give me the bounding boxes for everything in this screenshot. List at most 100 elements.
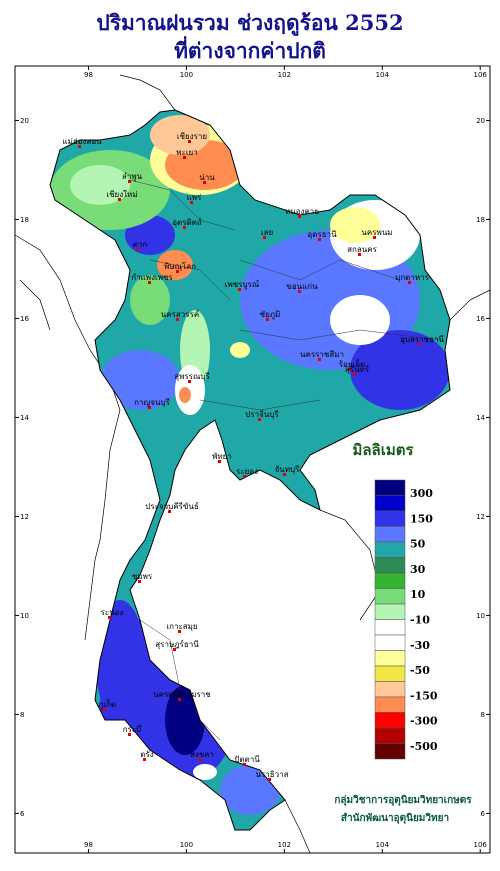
place-dot (203, 181, 206, 184)
place-dot (188, 380, 191, 383)
place-label: เพชรบูรณ์ (225, 279, 260, 290)
place-dot (108, 616, 111, 619)
place-label: นครราชสีมา (300, 350, 344, 359)
lon-tick-label: 98 (84, 841, 93, 849)
place-dot (190, 201, 193, 204)
place-label: ชัยภูมิ (260, 310, 281, 320)
legend-label: 150 (410, 512, 433, 525)
place-dot (188, 140, 191, 143)
lat-tick-label: 20 (476, 117, 485, 125)
lat-tick-label: 12 (20, 513, 29, 521)
legend-label: -300 (410, 715, 438, 728)
place-label: ร้อยเอ็ด (339, 359, 366, 369)
legend-swatch (374, 650, 406, 667)
legend-swatch (374, 619, 406, 636)
legend-swatch (374, 526, 406, 543)
legend-swatch (374, 603, 406, 620)
place-label: ชุมพร (132, 572, 153, 581)
legend-swatch (374, 541, 406, 558)
place-dot (408, 281, 411, 284)
place-dot (136, 248, 139, 251)
lon-tick-label: 102 (278, 71, 291, 79)
credit: กลุ่มวิชาการอุตุนิยมวิทยาเกษตร (334, 794, 472, 806)
legend-swatch (374, 634, 406, 651)
legend-title: มิลลิเมตร (352, 441, 414, 459)
legend-swatch (374, 510, 406, 527)
place-label: มุกดาหาร (395, 273, 430, 282)
lat-tick-label: 12 (476, 513, 485, 521)
legend-label: -30 (410, 639, 430, 652)
lon-tick-label: 102 (278, 841, 291, 849)
place-label: เลย (261, 228, 273, 237)
lat-tick-label: 6 (20, 810, 25, 818)
place-dot (148, 281, 151, 284)
place-label: สุพรรณบุรี (174, 372, 210, 381)
legend-swatch (374, 495, 406, 512)
place-label: จันทบุรี (275, 465, 301, 474)
place-label: ปัตตานี (234, 755, 260, 764)
legend-swatch (374, 572, 406, 589)
place-dot (173, 648, 176, 651)
legend-swatch (374, 557, 406, 574)
legend-label: -150 (410, 689, 438, 702)
place-label: แม่ฮ่องสอน (62, 137, 102, 146)
credit: สำนักพัฒนาอุตุนิยมวิทยา (341, 812, 449, 824)
place-dot (298, 290, 301, 293)
place-label: ขอนแก่น (286, 282, 318, 291)
place-label: ประจวบคีรีขันธ์ (145, 501, 199, 511)
place-label: กาญจนบุรี (134, 398, 170, 407)
province-borders (129, 179, 441, 741)
place-label: กำแพงเพชร (131, 273, 173, 282)
place-label: สกลนคร (347, 245, 377, 254)
legend-label: 30 (410, 563, 426, 576)
place-dot (238, 288, 241, 291)
subtitle: ที่ต่างจากค่าปกติ (174, 35, 326, 63)
place-dot (358, 253, 361, 256)
legend-swatch (374, 681, 406, 698)
lon-tick-label: 104 (376, 841, 390, 849)
place-label: อุตรดิตถ์ (172, 217, 202, 227)
legend-label: -500 (410, 740, 438, 753)
lat-tick-label: 16 (20, 315, 29, 323)
place-dot (138, 580, 141, 583)
lat-tick-label: 18 (20, 216, 29, 224)
place-label: เชียงราย (177, 132, 207, 141)
place-label: พิษณุโลก (164, 261, 196, 271)
place-label: พัทยา (212, 452, 232, 461)
place-dot (263, 236, 266, 239)
lat-tick-label: 8 (481, 711, 485, 719)
lat-tick-label: 8 (20, 711, 24, 719)
lat-tick-label: 20 (20, 117, 29, 125)
legend-label: -10 (410, 614, 430, 627)
place-label: ระนอง (101, 608, 124, 617)
legend-label: 10 (410, 588, 426, 601)
place-label: นครสวรรค์ (161, 309, 199, 319)
title: ปริมาณฝนรวม ช่วงฤดูร้อน 2552 (96, 10, 403, 37)
legend-label: -50 (410, 664, 430, 677)
place-dot (373, 236, 376, 239)
place-dot (243, 763, 246, 766)
legend-swatch (374, 665, 406, 682)
place-label: เชียงใหม่ (106, 190, 137, 199)
place-dot (353, 373, 356, 376)
lat-tick-label: 18 (476, 216, 485, 224)
place-dot (118, 198, 121, 201)
place-dot (298, 215, 301, 218)
place-label: กระบี่ (123, 723, 142, 734)
place-label: อุดรธานี (307, 230, 337, 239)
place-label: สุรินทร์ (345, 364, 370, 374)
lat-tick-label: 14 (476, 414, 485, 422)
place-label: ลำพูน (122, 172, 143, 182)
place-dot (318, 238, 321, 241)
place-dot (318, 358, 321, 361)
lon-tick-label: 98 (84, 71, 93, 79)
neighbour-borders (14, 74, 491, 854)
place-dot (128, 733, 131, 736)
legend: มิลลิเมตร 300 150 50 30 10 -10 -30 -50 -150 -300 -… (352, 441, 438, 760)
place-label: หนองคาย (285, 207, 319, 216)
place-dot (183, 156, 186, 159)
tick-layer: 98 98 100 100 102 102 104 104 106 106 6 6 8 8 10 10 12 12… (15, 66, 490, 853)
place-dot (143, 758, 146, 761)
lon-tick-label: 106 (474, 71, 488, 79)
